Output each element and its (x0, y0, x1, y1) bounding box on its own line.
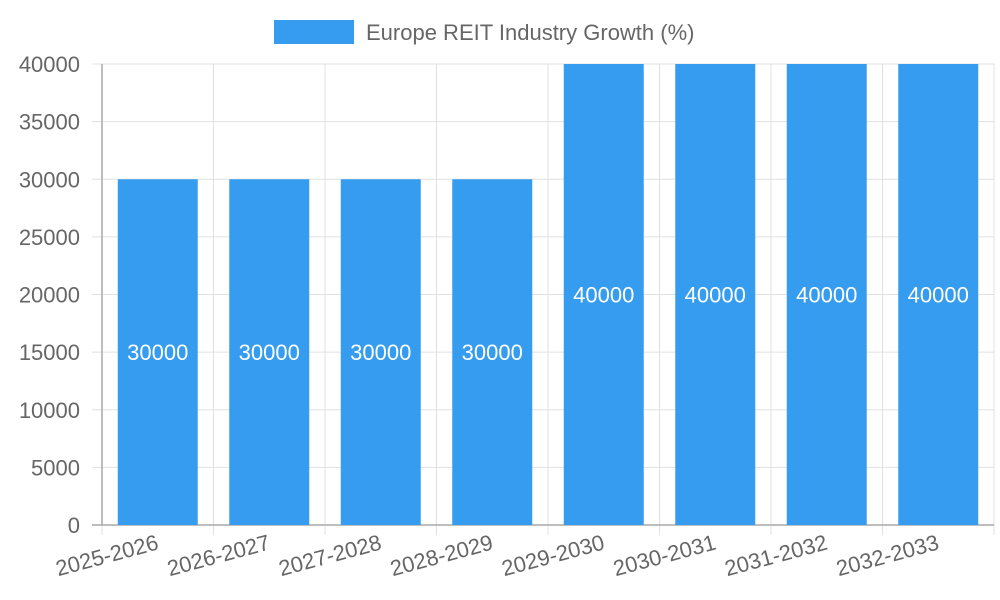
x-tick-label-2028-2029: 2028-2029 (387, 530, 495, 581)
y-tick-label: 40000 (19, 52, 80, 77)
data-labels: 30000 30000 30000 30000 40000 40000 40000 40000 (127, 283, 969, 366)
bar-2026-2027 (229, 179, 310, 525)
y-tick-label: 30000 (19, 167, 80, 192)
x-tick-label-2027-2028: 2027-2028 (276, 530, 384, 581)
bar-2029-2030 (563, 64, 644, 525)
bar-2031-2032 (786, 64, 867, 525)
bar-2025-2026 (117, 179, 198, 525)
y-tick-label: 0 (68, 513, 80, 538)
data-label-2032-2033: 40000 (908, 283, 969, 308)
data-label-2029-2030: 40000 (573, 283, 634, 308)
data-label-2030-2031: 40000 (685, 283, 746, 308)
x-tick-label-2030-2031: 2030-2031 (610, 530, 718, 581)
x-tick-label-2029-2030: 2029-2030 (499, 530, 607, 581)
y-tick-label: 10000 (19, 398, 80, 423)
bars (117, 64, 979, 525)
legend: Europe REIT Industry Growth (%) (274, 20, 695, 45)
data-label-2028-2029: 30000 (462, 340, 523, 365)
data-label-2027-2028: 30000 (350, 340, 411, 365)
x-tick-label-2032-2033: 2032-2033 (833, 530, 941, 581)
legend-label: Europe REIT Industry Growth (%) (366, 20, 695, 45)
y-tick-label: 35000 (19, 110, 80, 135)
data-label-2026-2027: 30000 (239, 340, 300, 365)
y-tick-label: 20000 (19, 283, 80, 308)
data-label-2025-2026: 30000 (127, 340, 188, 365)
y-axis-ticks: 0 5000 10000 15000 20000 25000 30000 35000 40000 (19, 52, 80, 538)
y-tick-label: 5000 (31, 455, 80, 480)
bar-2032-2033 (898, 64, 979, 525)
y-tick-label: 25000 (19, 225, 80, 250)
y-tick-label: 15000 (19, 340, 80, 365)
data-label-2031-2032: 40000 (796, 283, 857, 308)
x-tick-label-2031-2032: 2031-2032 (722, 530, 830, 581)
bar-2028-2029 (452, 179, 533, 525)
x-tick-label-2026-2027: 2026-2027 (164, 530, 272, 581)
bar-2027-2028 (340, 179, 421, 525)
legend-swatch (274, 20, 354, 44)
x-axis-ticks: 2025-2026 2026-2027 2027-2028 2028-2029 2029… (53, 530, 942, 581)
bar-2030-2031 (675, 64, 756, 525)
